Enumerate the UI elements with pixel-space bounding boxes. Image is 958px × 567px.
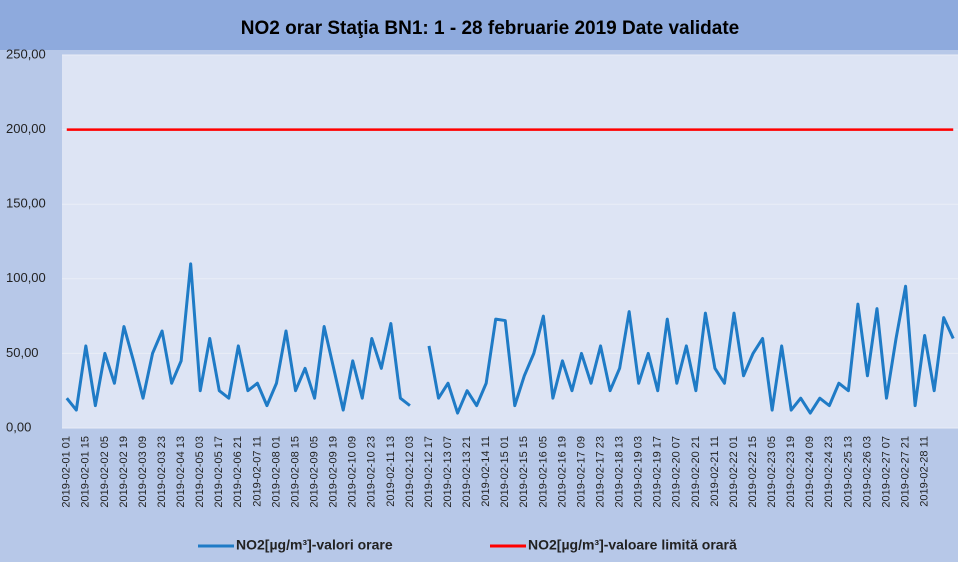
- x-tick-label: 2019-02-10 09: [347, 436, 359, 508]
- x-tick-label: 2019-02-23 05: [766, 436, 778, 508]
- x-tick-label: 2019-02-03 23: [156, 436, 168, 508]
- y-tick-label: 200,00: [6, 121, 46, 136]
- x-tick-label: 2019-02-01 15: [80, 436, 92, 508]
- x-tick-label: 2019-02-12 03: [404, 436, 416, 508]
- x-tick-label: 2019-02-04 13: [175, 436, 187, 508]
- series-line: [65, 262, 411, 412]
- x-tick-label: 2019-02-23 19: [785, 436, 797, 508]
- x-tick-label: 2019-02-20 07: [671, 436, 683, 508]
- x-tick-label: 2019-02-15 15: [518, 436, 530, 508]
- x-tick-label: 2019-02-24 23: [823, 436, 835, 508]
- x-tick-label: 2019-02-10 23: [366, 436, 378, 508]
- legend-label: NO2[µg/m³]-valoare limită orară: [528, 537, 737, 553]
- x-tick-label: 2019-02-11 13: [385, 436, 397, 507]
- x-tick-label: 2019-02-07 11: [251, 436, 263, 507]
- x-tick-label: 2019-02-05 03: [194, 436, 206, 508]
- x-tick-label: 2019-02-08 01: [270, 436, 282, 508]
- x-tick-label: 2019-02-26 03: [861, 436, 873, 508]
- series-line: [427, 284, 955, 415]
- x-tick-label: 2019-02-02 19: [118, 436, 130, 508]
- chart-title: NO2 orar Staţia BN1: 1 - 28 februarie 20…: [241, 18, 739, 39]
- x-tick-label: 2019-02-18 13: [614, 436, 626, 508]
- x-tick-label: 2019-02-12 17: [423, 436, 435, 508]
- x-tick-label: 2019-02-22 15: [747, 436, 759, 508]
- legend-label: NO2[µg/m³]-valori orare: [236, 537, 393, 553]
- x-tick-label: 2019-02-22 01: [728, 436, 740, 508]
- title-band: [0, 0, 958, 50]
- x-tick-label: 2019-02-16 05: [537, 436, 549, 508]
- x-tick-label: 2019-02-20 21: [690, 436, 702, 508]
- x-tick-label: 2019-02-02 05: [99, 436, 111, 508]
- x-tick-label: 2019-02-09 19: [328, 436, 340, 508]
- y-tick-label: 250,00: [6, 46, 46, 61]
- y-tick-label: 50,00: [6, 345, 39, 360]
- x-tick-label: 2019-02-06 21: [232, 436, 244, 508]
- x-tick-label: 2019-02-24 09: [804, 436, 816, 508]
- x-tick-label: 2019-02-16 19: [556, 436, 568, 508]
- x-tick-label: 2019-02-19 03: [633, 436, 645, 508]
- x-tick-label: 2019-02-21 11: [709, 436, 721, 507]
- x-tick-label: 2019-02-17 23: [594, 436, 606, 508]
- y-tick-label: 150,00: [6, 196, 46, 211]
- x-tick-label: 2019-02-09 05: [309, 436, 321, 508]
- x-tick-label: 2019-02-27 21: [899, 436, 911, 508]
- x-tick-label: 2019-02-05 17: [213, 436, 225, 508]
- x-tick-label: 2019-02-28 11: [919, 436, 931, 507]
- x-tick-label: 2019-02-25 13: [842, 436, 854, 508]
- x-tick-label: 2019-02-13 07: [442, 436, 454, 508]
- x-tick-label: 2019-02-01 01: [61, 436, 73, 508]
- x-tick-label: 2019-02-27 07: [880, 436, 892, 508]
- x-tick-label: 2019-02-08 15: [289, 436, 301, 508]
- x-tick-label: 2019-02-03 09: [137, 436, 149, 508]
- x-tick-label: 2019-02-15 01: [499, 436, 511, 508]
- x-tick-label: 2019-02-13 21: [461, 436, 473, 508]
- y-tick-label: 100,00: [6, 270, 46, 285]
- x-tick-label: 2019-02-19 17: [652, 436, 664, 508]
- x-tick-label: 2019-02-14 11: [480, 436, 492, 507]
- y-tick-label: 0,00: [6, 419, 31, 434]
- x-tick-label: 2019-02-17 09: [575, 436, 587, 508]
